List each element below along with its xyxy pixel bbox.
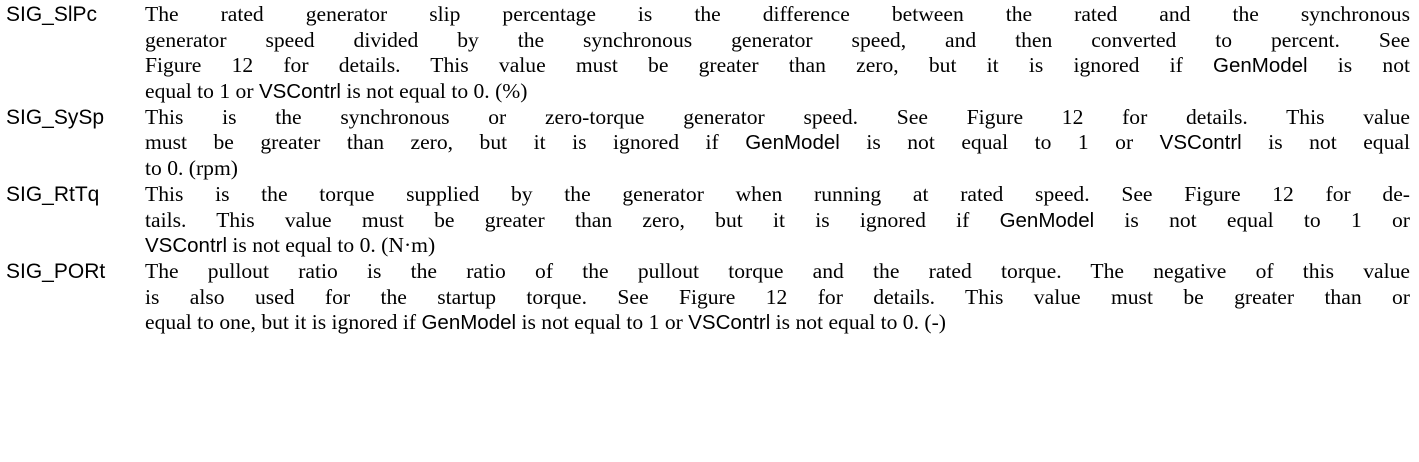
- parameter-description: This is the torque supplied by the gener…: [145, 182, 1410, 259]
- description-line: VSContrl is not equal to 0. (N·m): [145, 233, 1410, 259]
- variable-name: GenModel: [745, 131, 840, 155]
- description-text: is not equal to 1 or: [839, 130, 1160, 155]
- description-text: This is the torque supplied by the gener…: [145, 181, 1410, 206]
- description-line: This is the torque supplied by the gener…: [145, 182, 1410, 208]
- parameter-definition-list: SIG_SlPc The rated generator slip percent…: [0, 2, 1419, 336]
- description-line: tails. This value must be greater than z…: [145, 208, 1410, 234]
- variable-name: GenModel: [421, 311, 517, 335]
- description-line: The rated generator slip percentage is t…: [145, 2, 1410, 28]
- description-line: equal to 1 or VSContrl is not equal to 0…: [145, 79, 1410, 105]
- description-text: This is the synchronous or zero-torque g…: [145, 104, 1410, 129]
- description-line: is also used for the startup torque. See…: [145, 285, 1410, 311]
- description-text: is not: [1307, 53, 1410, 78]
- description-line: equal to one, but it is ignored if GenMo…: [145, 310, 1410, 336]
- description-text: is also used for the startup torque. See…: [145, 284, 1410, 309]
- description-text: tails. This value must be greater than z…: [145, 207, 1000, 232]
- description-text: The rated generator slip percentage is t…: [145, 2, 1410, 26]
- description-line: to 0. (rpm): [145, 156, 1410, 182]
- description-line: Figure 12 for details. This value must b…: [145, 53, 1410, 79]
- description-text: is not equal to 1 or: [516, 310, 689, 335]
- parameter-name: SIG_SlPc: [6, 3, 98, 26]
- variable-name: GenModel: [1213, 54, 1308, 78]
- description-line: generator speed divided by the synchrono…: [145, 28, 1410, 54]
- description-text: equal to 1 or: [145, 79, 259, 104]
- parameter-description: The pullout ratio is the ratio of the pu…: [145, 259, 1410, 336]
- variable-name: VSContrl: [688, 311, 771, 335]
- description-text: generator speed divided by the synchrono…: [145, 27, 1410, 52]
- parameter-name: SIG_SySp: [6, 105, 105, 129]
- description-text: to 0. (rpm): [145, 156, 238, 181]
- definition-entry: SIG_SySp This is the synchronous or zero-…: [0, 105, 1419, 182]
- definition-entry: SIG_PORt The pullout ratio is the ratio o…: [0, 259, 1419, 336]
- description-text: is not equal to 0. (N·m): [227, 233, 436, 258]
- description-text: is not equal: [1241, 130, 1410, 155]
- description-line: must be greater than zero, but it is ign…: [145, 130, 1410, 156]
- definition-entry: SIG_RtTq This is the torque supplied by t…: [0, 182, 1419, 259]
- description-line: This is the synchronous or zero-torque g…: [145, 105, 1410, 131]
- description-text: is not equal to 1 or: [1094, 207, 1411, 232]
- description-text: is not equal to 0. (%): [340, 79, 528, 104]
- description-text: must be greater than zero, but it is ign…: [145, 130, 746, 155]
- parameter-description: This is the synchronous or zero-torque g…: [145, 105, 1410, 182]
- variable-name: VSContrl: [1159, 131, 1242, 155]
- definition-entry: SIG_SlPc The rated generator slip percent…: [0, 2, 1419, 105]
- description-text: The pullout ratio is the ratio of the pu…: [145, 258, 1410, 283]
- variable-name: GenModel: [999, 208, 1095, 232]
- variable-name: VSContrl: [258, 80, 341, 104]
- parameter-name: SIG_PORt: [6, 259, 106, 283]
- description-text: Figure 12 for details. This value must b…: [145, 53, 1214, 78]
- parameter-description: The rated generator slip percentage is t…: [145, 2, 1410, 105]
- description-line: The pullout ratio is the ratio of the pu…: [145, 259, 1410, 285]
- description-text: is not equal to 0. (-): [770, 310, 946, 335]
- variable-name: VSContrl: [145, 234, 228, 258]
- parameter-name: SIG_RtTq: [6, 182, 100, 206]
- description-text: equal to one, but it is ignored if: [145, 310, 422, 335]
